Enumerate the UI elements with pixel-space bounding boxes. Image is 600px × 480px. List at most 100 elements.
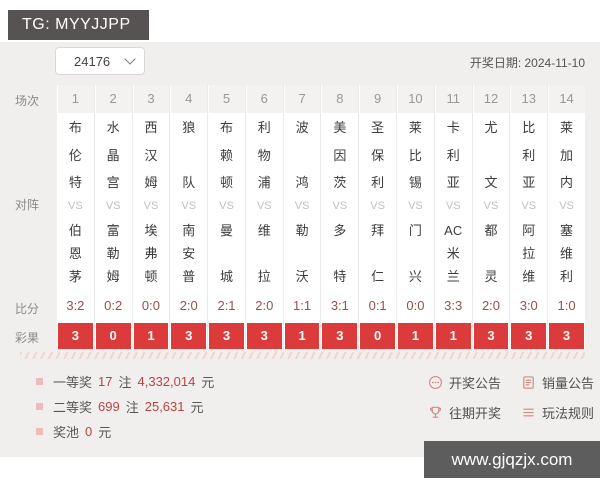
away-team: 曼城: [220, 223, 234, 284]
match-column: 6 利物浦 VS 维拉 2:0 3: [244, 85, 283, 349]
match-column: 8 美因茨 VS 多特 3:1 3: [320, 85, 359, 349]
match-result: 3: [58, 323, 93, 349]
quick-link-label: 开奖公告: [449, 376, 502, 391]
match-score: 3:3: [444, 298, 463, 313]
match-score: 2:0: [481, 298, 501, 313]
row-label-score: 比分: [14, 302, 39, 316]
home-team: 比利亚: [522, 120, 536, 190]
prize-count: 17: [98, 373, 113, 389]
away-team: 塞维利: [560, 223, 574, 284]
bullet-icon: [36, 377, 43, 385]
match-score: 1:1: [293, 298, 312, 313]
vs-label: VS: [143, 200, 159, 212]
trophy-icon: [429, 406, 442, 418]
vs-label: VS: [521, 200, 537, 212]
announcement-icon: [429, 376, 442, 389]
prize-amount: 25,631: [144, 398, 185, 414]
quick-links: 开奖公告 销量公告往期开奖 玩法规则: [428, 373, 594, 422]
away-team: 多特: [333, 223, 347, 284]
match-result: 3: [473, 323, 509, 349]
vs-label: VS: [408, 200, 423, 212]
row-label-matchup: 对阵: [14, 198, 39, 212]
away-team: 拜仁: [371, 223, 385, 284]
home-team: 狼队: [182, 120, 196, 190]
home-team: 西汉姆: [144, 120, 158, 190]
away-team: 门兴: [408, 223, 422, 284]
prize-count: 699: [98, 398, 120, 414]
match-column: 13 比利亚 VS 阿拉维 3:0 3: [509, 85, 548, 349]
prize-row: 二等奖 699 注 25,631 元: [36, 397, 220, 415]
match-number: 2: [94, 85, 132, 113]
vs-label: VS: [68, 200, 83, 212]
quick-link-label: 销量公告: [542, 376, 595, 391]
match-column: 12 尤文 VS 都灵 2:0 3: [471, 85, 510, 349]
row-label-result: 彩果: [14, 331, 39, 345]
match-number: 12: [472, 85, 510, 113]
row-label-session: 场次: [14, 94, 39, 108]
match-result: 3: [322, 323, 358, 349]
match-number: 5: [208, 85, 245, 113]
match-number: 9: [359, 85, 397, 113]
match-score: 0:0: [141, 298, 160, 313]
away-team: 都灵: [484, 223, 498, 284]
match-column: 3 西汉姆 VS 埃弗顿 0:0 1: [131, 85, 170, 349]
vs-label: VS: [483, 200, 499, 212]
match-number: 13: [510, 85, 548, 113]
home-team: 布伦特: [68, 120, 82, 190]
prize-count: 0: [85, 423, 93, 439]
prize-amount-unit: 元: [201, 374, 215, 390]
match-column: 5 布赖顿 VS 曼城 2:1 3: [207, 85, 245, 349]
prize-label: 一等奖: [53, 374, 93, 390]
prize-label: 二等奖: [53, 399, 93, 415]
match-number: 6: [245, 85, 283, 113]
quick-link[interactable]: 玩法规则: [521, 403, 594, 422]
match-number: 3: [132, 85, 170, 113]
match-column: 4 狼队 VS 南安普 2:0 3: [169, 85, 208, 349]
match-result: 3: [246, 323, 282, 349]
match-result: 3: [511, 323, 547, 349]
away-team: 维拉: [257, 223, 271, 284]
quick-link[interactable]: 开奖公告: [428, 373, 501, 392]
issue-select[interactable]: 24176: [55, 47, 145, 75]
match-score: 0:2: [104, 298, 123, 313]
match-result: 0: [95, 323, 131, 349]
match-result: 1: [435, 323, 471, 349]
prize-count-unit: 注: [118, 374, 132, 390]
away-team: 埃弗顿: [144, 223, 158, 284]
match-score: 3:2: [66, 298, 85, 313]
hatch-divider: [20, 352, 585, 359]
match-score: 2:0: [255, 298, 274, 313]
chevron-down-icon: [124, 53, 136, 65]
away-team: 南安普: [182, 223, 196, 284]
tg-watermark: TG: MYYJJPP: [8, 10, 149, 40]
home-team: 波鸿: [295, 120, 309, 190]
match-result: 1: [284, 323, 320, 349]
quick-link-label: 玩法规则: [542, 406, 595, 421]
quick-link[interactable]: 往期开奖: [428, 403, 501, 422]
quick-link[interactable]: 销量公告: [521, 373, 594, 392]
prize-label: 奖池: [53, 424, 80, 440]
prize-count-unit: 注: [125, 399, 139, 415]
match-number: 7: [283, 85, 321, 113]
prize-summary: 一等奖 17 注 4,332,014 元二等奖 699 注 25,631 元奖池 0 元: [36, 372, 220, 447]
home-team: 卡利亚: [446, 120, 460, 190]
site-watermark: www.gjqzjx.com: [424, 441, 600, 478]
match-score: 2:0: [179, 298, 198, 313]
vs-label: VS: [256, 200, 272, 212]
match-score: 0:0: [406, 298, 425, 313]
vs-label: VS: [370, 200, 385, 212]
match-column: 2 水晶宫 VS 富勒姆 0:2 0: [93, 85, 132, 349]
quick-link-label: 往期开奖: [449, 406, 502, 421]
vs-label: VS: [445, 200, 461, 212]
home-team: 美因茨: [333, 120, 347, 190]
home-team: 尤文: [484, 120, 498, 190]
home-team: 莱加内: [560, 120, 574, 190]
vs-label: VS: [294, 200, 310, 212]
bullet-icon: [36, 427, 43, 435]
home-team: 利物浦: [257, 120, 271, 190]
match-score: 2:1: [217, 298, 236, 313]
away-team: AC 米兰: [444, 223, 463, 284]
sales-report-icon: [523, 376, 534, 389]
draw-date-label: 开奖日期: 2024-11-10: [469, 56, 585, 70]
home-team: 布赖顿: [220, 120, 234, 190]
